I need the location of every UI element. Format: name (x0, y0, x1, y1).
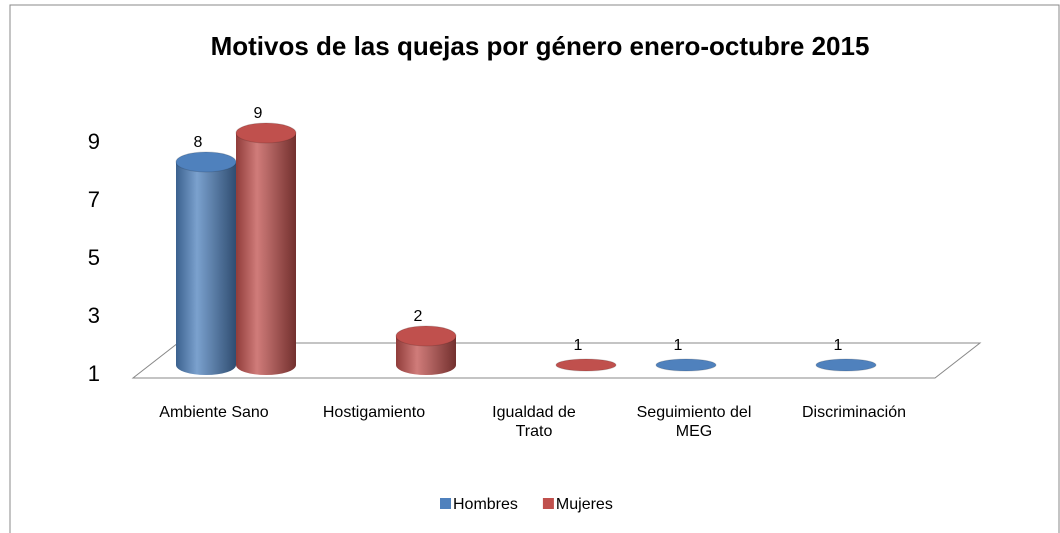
bar (655, 358, 717, 372)
bar-top (395, 325, 457, 347)
floor (131, 342, 982, 379)
data-label: 2 (414, 308, 423, 325)
bar-body (176, 162, 236, 375)
data-label: 8 (194, 134, 203, 151)
bar (395, 325, 457, 375)
data-label: 9 (254, 105, 263, 122)
bar (555, 358, 617, 372)
bar-top (815, 358, 877, 372)
bar-top (555, 358, 617, 372)
legend-label: Hombres (453, 496, 518, 513)
data-label: 1 (574, 337, 583, 354)
legend-swatch (542, 498, 554, 509)
chart-border (9, 4, 1060, 533)
data-label: 1 (834, 337, 843, 354)
legend-swatch (440, 498, 451, 509)
x-tick-label: Seguimiento del MEG (636, 404, 752, 440)
legend-label: Mujeres (556, 496, 613, 513)
x-tick-label: Ambiente Sano (159, 404, 269, 421)
y-tick-label: 1 (88, 361, 100, 386)
bar (815, 358, 877, 372)
bar (235, 122, 297, 375)
x-tick-label: Discriminación (801, 404, 907, 421)
x-tick-label: Hostigamiento (322, 404, 426, 421)
y-tick-label: 3 (88, 303, 100, 328)
bar-top (655, 358, 717, 372)
bar-top (235, 122, 297, 144)
x-tick-label: Igualdad de Trato (492, 404, 576, 440)
bar (175, 151, 237, 375)
data-label: 1 (674, 337, 683, 354)
bar-body (396, 336, 456, 375)
y-tick-label: 5 (88, 245, 100, 270)
y-tick-label: 9 (88, 129, 100, 154)
bar-body (236, 133, 296, 375)
bar-top (175, 151, 237, 173)
y-tick-label: 7 (88, 187, 100, 212)
chart-title: Motivos de las quejas por género enero-o… (211, 31, 870, 61)
